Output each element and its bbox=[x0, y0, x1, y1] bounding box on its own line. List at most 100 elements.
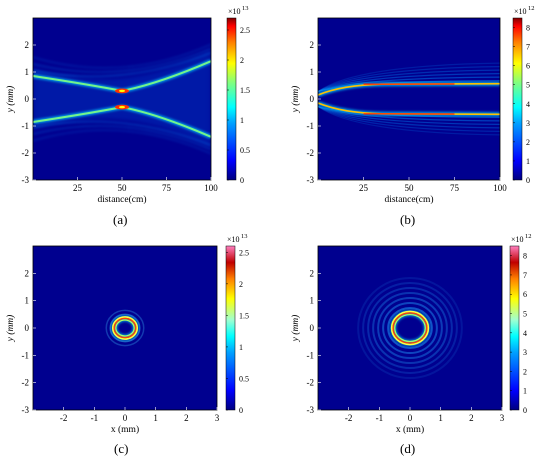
fringe bbox=[318, 66, 500, 93]
plot-area bbox=[318, 246, 502, 410]
y-tick-label: 1 bbox=[310, 67, 315, 77]
fringe-upper bbox=[33, 43, 211, 69]
fringe-ring bbox=[372, 291, 448, 365]
glow bbox=[33, 50, 211, 148]
fringe bbox=[318, 73, 500, 93]
fringe-upper bbox=[33, 47, 211, 73]
colorbar-tick-label: 3 bbox=[523, 348, 527, 357]
x-tick-label: 1 bbox=[438, 413, 443, 423]
x-tick-label: 2 bbox=[469, 413, 474, 423]
fringe-ring bbox=[105, 309, 145, 347]
y-tick-label: -2 bbox=[22, 148, 30, 158]
x-tick-label: 3 bbox=[500, 413, 505, 423]
y-tick-label: 2 bbox=[25, 40, 30, 50]
plot-area bbox=[33, 246, 217, 410]
x-tick-label: -2 bbox=[345, 413, 353, 423]
y-tick-label: 0 bbox=[25, 323, 30, 333]
colorbar-exponent-power: 12 bbox=[525, 233, 532, 240]
fringe bbox=[318, 105, 500, 132]
fringe bbox=[318, 62, 500, 93]
x-tick-label: 25 bbox=[359, 183, 369, 193]
fringe bbox=[318, 105, 500, 129]
colorbar-exponent: ×10 bbox=[511, 235, 524, 244]
y-tick-label: 2 bbox=[310, 40, 315, 50]
colorbar-tick-label: 0.5 bbox=[239, 374, 249, 383]
colorbar-tick-label: 8 bbox=[523, 252, 527, 261]
colorbar-tick-label: 6 bbox=[523, 290, 527, 299]
fringe-lower bbox=[33, 121, 211, 146]
plot-area bbox=[318, 18, 500, 180]
colorbar-tick-label: 5 bbox=[526, 81, 530, 90]
colorbar-tick-label: 0.5 bbox=[240, 146, 250, 155]
ring-inner bbox=[115, 319, 135, 337]
y-tick-label: 1 bbox=[25, 296, 30, 306]
intensity-field bbox=[357, 276, 463, 380]
y-axis-label: y (mm) bbox=[290, 315, 301, 343]
y-tick-label: 2 bbox=[310, 268, 315, 278]
y-tick-label: 1 bbox=[310, 296, 315, 306]
colorbar-exponent-power: 12 bbox=[528, 5, 535, 12]
x-tick-label: 75 bbox=[450, 183, 460, 193]
fringe bbox=[318, 105, 500, 122]
ring-outer bbox=[390, 310, 430, 346]
x-tick-label: -2 bbox=[60, 413, 68, 423]
y-tick-label: -2 bbox=[22, 378, 30, 388]
x-tick-label: 25 bbox=[73, 183, 83, 193]
y-tick-label: -1 bbox=[22, 121, 30, 131]
ring-inner bbox=[394, 313, 426, 343]
colorbar bbox=[226, 17, 237, 181]
colorbar-exponent: ×10 bbox=[227, 235, 240, 244]
y-tick-label: -3 bbox=[307, 405, 315, 415]
y-tick-label: -3 bbox=[22, 175, 30, 185]
y-tick-label: -2 bbox=[307, 378, 315, 388]
x-tick-label: 50 bbox=[118, 183, 128, 193]
fringe-upper bbox=[33, 52, 211, 77]
x-tick-label: 1 bbox=[153, 413, 158, 423]
y-tick-label: -3 bbox=[22, 405, 30, 415]
colorbar-tick-label: 1 bbox=[239, 343, 243, 352]
x-tick-label: 100 bbox=[493, 183, 507, 193]
fringe bbox=[318, 105, 500, 136]
colorbar-tick-label: 1 bbox=[523, 387, 527, 396]
y-tick-label: -1 bbox=[307, 121, 315, 131]
fringe-ring bbox=[377, 296, 443, 360]
colorbar-tick-label: 5 bbox=[523, 310, 527, 319]
colorbar-tick-label: 1 bbox=[526, 157, 530, 166]
colorbar-tick-label: 2 bbox=[240, 56, 244, 65]
panel-label-c: (c) bbox=[114, 441, 129, 456]
colorbar-tick-label: 2.5 bbox=[239, 248, 249, 257]
y-tick-label: 1 bbox=[25, 67, 30, 77]
colorbar-tick-label: 0 bbox=[526, 176, 530, 185]
focus-core-lower bbox=[119, 105, 125, 109]
y-tick-label: 2 bbox=[25, 268, 30, 278]
colorbar-tick-label: 0 bbox=[240, 176, 244, 185]
colorbar-tick-label: 2 bbox=[526, 138, 530, 147]
intensity-field bbox=[105, 309, 145, 347]
x-axis-label: distance(cm) bbox=[384, 194, 433, 205]
colorbar-exponent-power: 13 bbox=[241, 233, 248, 240]
colorbar-exponent: ×10 bbox=[514, 7, 527, 16]
colorbar-exponent: ×10 bbox=[228, 7, 241, 16]
panel-label-b: (b) bbox=[400, 212, 416, 227]
colorbar-exponent-power: 13 bbox=[242, 5, 249, 12]
colorbar-tick-label: 7 bbox=[526, 43, 530, 52]
y-tick-label: -1 bbox=[22, 350, 30, 360]
fringe-ring bbox=[367, 286, 453, 370]
fringe-ring bbox=[382, 301, 438, 355]
x-tick-label: 75 bbox=[162, 183, 172, 193]
x-tick-label: 100 bbox=[204, 183, 218, 193]
fringe-lower bbox=[33, 129, 211, 155]
fringe-ring bbox=[362, 281, 458, 375]
colorbar-tick-label: 2 bbox=[239, 280, 243, 289]
fringe bbox=[318, 76, 500, 93]
colorbar-tick-label: 6 bbox=[526, 62, 530, 71]
colorbar bbox=[225, 245, 236, 411]
fringe-lower bbox=[33, 125, 211, 151]
colorbar-tick-label: 8 bbox=[526, 24, 530, 33]
y-axis-label: y (mm) bbox=[5, 86, 16, 114]
x-tick-label: 50 bbox=[405, 183, 415, 193]
y-tick-label: -2 bbox=[307, 148, 315, 158]
x-tick-label: 0 bbox=[408, 413, 413, 423]
